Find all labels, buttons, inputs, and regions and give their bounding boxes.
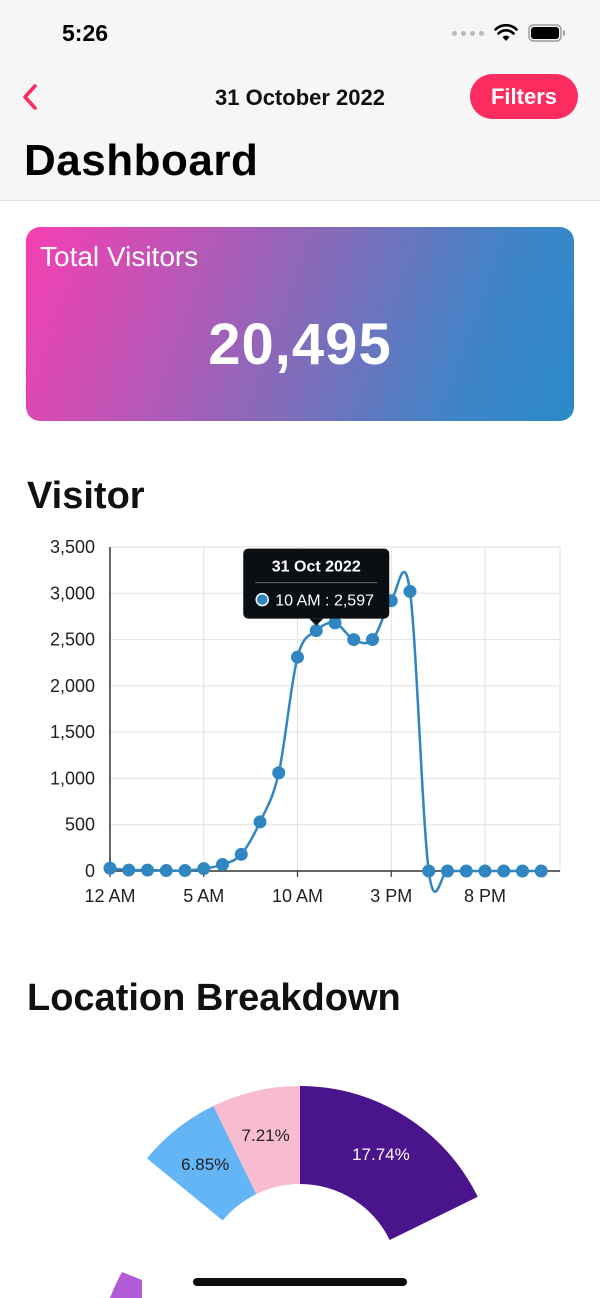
donut-slice[interactable] [146, 1105, 257, 1221]
x-tick-label: 3 PM [370, 886, 412, 906]
x-tick-label: 5 AM [183, 886, 224, 906]
battery-icon [528, 24, 565, 42]
donut-slice-label: 17.74% [352, 1145, 410, 1164]
y-tick-label: 0 [85, 861, 95, 881]
donut-slice[interactable] [300, 1086, 478, 1240]
y-tick-label: 3,500 [50, 537, 95, 557]
data-point[interactable] [216, 858, 229, 872]
data-point[interactable] [403, 584, 417, 598]
data-point[interactable] [234, 847, 248, 861]
donut-slice-label: 7.21% [242, 1126, 290, 1145]
status-icons [452, 24, 566, 42]
donut-slice-label: 6.85% [181, 1155, 229, 1174]
data-point[interactable] [347, 633, 361, 647]
chart-tooltip: 31 Oct 2022 10 AM : 2,597 [243, 548, 390, 626]
date-title: 31 October 2022 [215, 85, 385, 110]
wifi-icon [494, 24, 518, 41]
data-point[interactable] [366, 633, 379, 647]
data-point[interactable] [516, 864, 529, 878]
data-point[interactable] [478, 864, 492, 878]
navigation-bar: 31 October 2022 Filters Dashboard [0, 66, 600, 201]
y-tick-label: 3,000 [50, 583, 95, 603]
y-tick-label: 2,000 [50, 676, 95, 696]
page-title: Dashboard [24, 136, 259, 185]
data-point[interactable] [159, 864, 173, 878]
home-indicator [193, 1278, 407, 1286]
data-point[interactable] [441, 864, 454, 878]
visitor-line-chart[interactable]: 3,500 3,000 2,500 2,000 1,500 1,000 500 0 12 AM 5… [0, 530, 600, 920]
x-tick-label: 10 AM [272, 886, 323, 906]
data-point[interactable] [122, 863, 136, 877]
data-point[interactable] [253, 815, 267, 829]
total-visitors-label: Total Visitors [40, 241, 199, 272]
data-point[interactable] [534, 864, 548, 878]
data-point[interactable] [328, 616, 342, 630]
cellular-signal-icon [452, 30, 484, 36]
data-point[interactable] [178, 864, 192, 878]
chevron-left-icon [23, 84, 37, 110]
tooltip-title: 31 Oct 2022 [272, 559, 361, 576]
back-button[interactable] [14, 80, 46, 114]
location-section-title: Location Breakdown [27, 977, 401, 1019]
total-visitors-card: Total Visitors 20,495 [26, 227, 574, 421]
location-donut-chart[interactable]: 17.74% 7.21% 6.85% [0, 1040, 600, 1298]
y-tick-label: 1,000 [50, 768, 95, 788]
total-visitors-value: 20,495 [208, 312, 392, 377]
status-time: 5:26 [62, 20, 109, 46]
data-point[interactable] [103, 861, 117, 875]
visitor-section-title: Visitor [27, 475, 145, 517]
donut-slice[interactable] [213, 1086, 300, 1195]
tooltip-series-marker [255, 592, 269, 607]
data-point[interactable] [459, 864, 473, 878]
data-point[interactable] [291, 650, 304, 664]
data-point[interactable] [422, 864, 436, 878]
status-bar: 5:26 [0, 0, 600, 66]
x-tick-label: 8 PM [464, 886, 506, 906]
y-tick-label: 500 [65, 815, 95, 835]
data-point[interactable] [197, 862, 211, 876]
donut-slice[interactable] [110, 1272, 142, 1298]
data-point[interactable] [497, 864, 511, 878]
x-tick-label: 12 AM [84, 886, 135, 906]
tooltip-label: 10 AM : 2,597 [275, 593, 374, 610]
data-point[interactable] [272, 766, 286, 780]
data-point[interactable] [309, 624, 323, 638]
filters-button[interactable]: Filters [470, 74, 578, 119]
y-tick-label: 1,500 [50, 722, 95, 742]
y-tick-label: 2,500 [50, 630, 95, 650]
data-point[interactable] [141, 863, 154, 877]
